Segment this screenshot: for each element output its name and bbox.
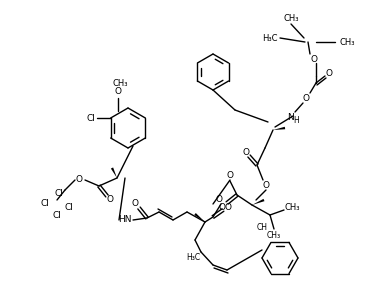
Text: H: H (293, 115, 299, 125)
Text: N: N (287, 113, 293, 121)
Text: CH₃: CH₃ (283, 13, 299, 23)
Polygon shape (111, 167, 117, 178)
Text: CH₃: CH₃ (339, 38, 355, 47)
Polygon shape (273, 127, 285, 130)
Text: Cl: Cl (65, 203, 73, 212)
Polygon shape (252, 199, 265, 205)
Text: Cl: Cl (41, 199, 50, 207)
Text: O: O (106, 196, 113, 204)
Text: O: O (131, 200, 138, 208)
Text: CH₃: CH₃ (284, 203, 300, 212)
Text: O: O (262, 181, 269, 189)
Text: Cl: Cl (55, 188, 63, 197)
Text: O: O (310, 54, 317, 64)
Text: O: O (115, 87, 121, 96)
Text: O: O (76, 176, 83, 185)
Text: O: O (218, 203, 225, 211)
Text: O: O (215, 196, 222, 204)
Text: O: O (326, 69, 333, 77)
Text: HN: HN (118, 215, 132, 225)
Text: H₃C: H₃C (186, 252, 200, 262)
Text: CH: CH (257, 222, 268, 232)
Polygon shape (194, 213, 205, 222)
Text: O: O (225, 203, 232, 211)
Text: O: O (243, 147, 250, 156)
Text: O: O (302, 94, 309, 103)
Text: O: O (226, 170, 233, 180)
Text: Cl: Cl (52, 211, 61, 221)
Text: CH₃: CH₃ (267, 230, 281, 240)
Text: H₃C: H₃C (262, 33, 278, 43)
Text: Cl: Cl (86, 114, 95, 122)
Text: CH₃: CH₃ (112, 79, 128, 88)
